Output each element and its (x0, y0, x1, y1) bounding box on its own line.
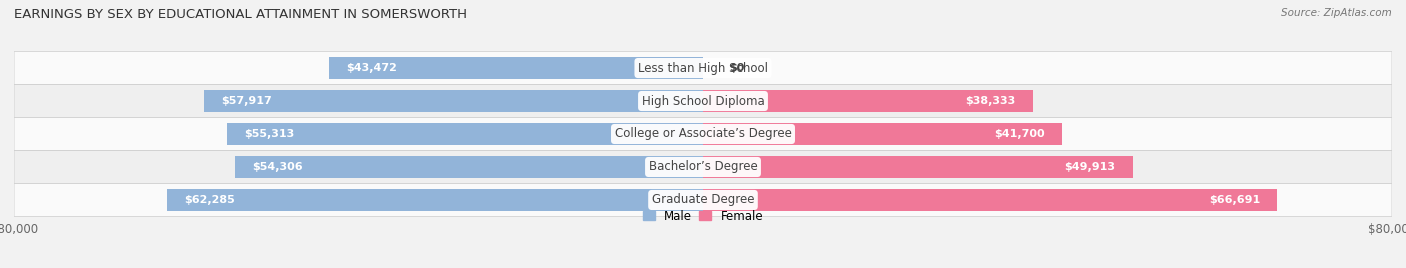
Bar (703, 189, 1277, 211)
FancyBboxPatch shape (14, 151, 1392, 184)
Text: $43,472: $43,472 (346, 63, 396, 73)
Text: $0: $0 (728, 63, 744, 73)
Text: $57,917: $57,917 (222, 96, 273, 106)
FancyBboxPatch shape (14, 117, 1392, 151)
Bar (703, 90, 1033, 112)
FancyBboxPatch shape (14, 84, 1392, 117)
Bar (226, 123, 703, 145)
Text: Graduate Degree: Graduate Degree (652, 193, 754, 206)
Text: EARNINGS BY SEX BY EDUCATIONAL ATTAINMENT IN SOMERSWORTH: EARNINGS BY SEX BY EDUCATIONAL ATTAINMEN… (14, 8, 467, 21)
Bar (204, 90, 703, 112)
FancyBboxPatch shape (14, 51, 1392, 84)
Text: $62,285: $62,285 (184, 195, 235, 205)
Text: Source: ZipAtlas.com: Source: ZipAtlas.com (1281, 8, 1392, 18)
Text: $55,313: $55,313 (243, 129, 294, 139)
Text: Bachelor’s Degree: Bachelor’s Degree (648, 161, 758, 173)
Bar (329, 57, 703, 79)
Text: $66,691: $66,691 (1209, 195, 1260, 205)
Bar (703, 156, 1133, 178)
Bar (167, 189, 703, 211)
FancyBboxPatch shape (14, 184, 1392, 217)
Text: $54,306: $54,306 (253, 162, 304, 172)
Bar (235, 156, 703, 178)
Legend: Male, Female: Male, Female (638, 205, 768, 228)
Text: High School Diploma: High School Diploma (641, 95, 765, 107)
Text: Less than High School: Less than High School (638, 62, 768, 75)
Text: College or Associate’s Degree: College or Associate’s Degree (614, 128, 792, 140)
Text: $49,913: $49,913 (1064, 162, 1115, 172)
Text: $38,333: $38,333 (966, 96, 1017, 106)
Text: $41,700: $41,700 (994, 129, 1045, 139)
Bar (703, 123, 1062, 145)
